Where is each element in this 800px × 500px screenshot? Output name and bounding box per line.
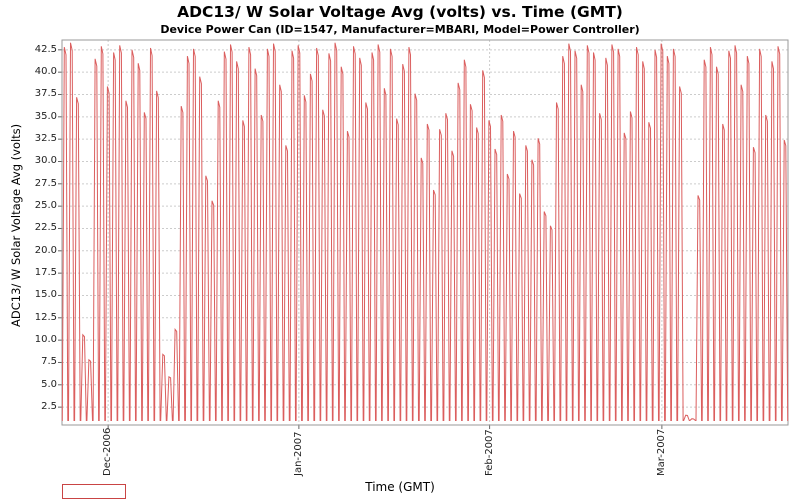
y-tick-label: 32.5 <box>34 133 57 145</box>
y-tick-label: 25.0 <box>34 200 57 212</box>
y-tick-label: 37.5 <box>34 88 57 100</box>
legend-box <box>62 484 126 499</box>
x-tick-label: Mar-2007 <box>655 428 667 476</box>
y-tick-label: 7.5 <box>41 356 57 368</box>
y-tick-label: 2.5 <box>41 401 57 413</box>
y-tick-label: 27.5 <box>34 177 57 189</box>
chart-title: ADC13/ W Solar Voltage Avg (volts) vs. T… <box>177 3 623 21</box>
y-tick-label: 22.5 <box>34 222 57 234</box>
x-tick-label: Feb-2007 <box>483 429 495 476</box>
chart-subtitle: Device Power Can (ID=1547, Manufacturer=… <box>160 23 640 36</box>
y-tick-label: 35.0 <box>34 110 57 122</box>
x-axis-label: Time (GMT) <box>365 480 435 494</box>
y-tick-label: 10.0 <box>34 334 57 346</box>
y-tick-label: 40.0 <box>34 66 57 78</box>
y-tick-label: 30.0 <box>34 155 57 167</box>
y-tick-label: 17.5 <box>34 267 57 279</box>
y-tick-label: 5.0 <box>41 378 57 390</box>
x-tick-label: Dec-2006 <box>102 427 114 476</box>
y-tick-label: 12.5 <box>34 311 57 323</box>
y-tick-label: 15.0 <box>34 289 57 301</box>
x-tick-label: Jan-2007 <box>292 431 304 476</box>
y-tick-label: 42.5 <box>34 43 57 55</box>
y-tick-label: 20.0 <box>34 244 57 256</box>
